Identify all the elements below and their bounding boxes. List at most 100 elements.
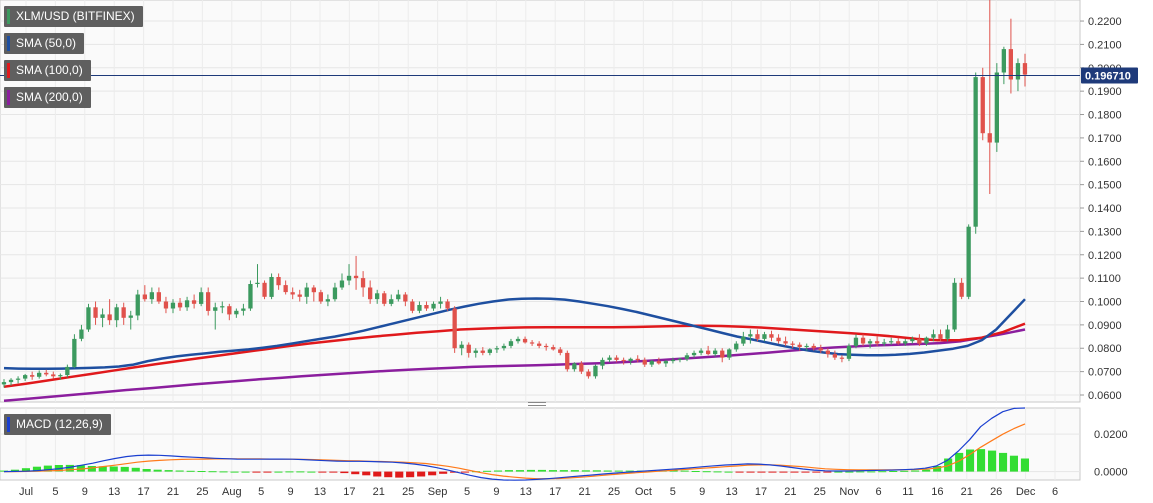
macd-histogram-bar <box>702 471 711 473</box>
macd-histogram-bar <box>537 469 546 472</box>
price-tick-label: 0.1900 <box>1088 86 1122 98</box>
macd-histogram-bar <box>680 470 689 472</box>
candle-body <box>804 345 809 348</box>
symbol-title: XLM/USD (BITFINEX) <box>16 9 135 23</box>
symbol-swatch <box>7 9 10 24</box>
candle-body <box>248 284 253 309</box>
candle-body <box>149 292 154 300</box>
candle-body <box>452 308 457 349</box>
macd-histogram-bar <box>263 471 272 473</box>
candle-body <box>283 285 288 293</box>
current-price-marker: 0.196710 <box>0 67 1138 84</box>
pane-resize-handle[interactable] <box>528 405 546 406</box>
candle-body <box>684 355 690 359</box>
price-tick-label: 0.0600 <box>1088 390 1122 402</box>
candle-body <box>945 329 950 339</box>
macd-histogram-bar <box>241 471 250 473</box>
candle-body <box>713 350 718 355</box>
date-tick-label: 17 <box>343 486 355 498</box>
price-tick-label: 0.1000 <box>1088 297 1122 309</box>
candle-body <box>706 350 711 355</box>
candle-body <box>755 334 760 339</box>
macd-histogram-bar <box>428 471 437 476</box>
macd-histogram-bar <box>614 470 623 472</box>
candle-body <box>748 334 753 337</box>
legend-macd[interactable]: MACD (12,26,9) <box>4 414 111 435</box>
candle-body <box>234 310 239 315</box>
legend-sma-200[interactable]: SMA (200,0) <box>4 87 91 108</box>
candle-body <box>23 375 28 379</box>
date-tick-label: 26 <box>990 486 1002 498</box>
candle-body <box>544 345 549 348</box>
legend-sma-50[interactable]: SMA (50,0) <box>4 33 85 54</box>
candle-body <box>1008 49 1013 80</box>
candle-body <box>51 374 56 377</box>
macd-histogram-bar <box>900 470 909 472</box>
macd-histogram-bar <box>230 471 239 473</box>
date-tick-label: 9 <box>82 486 88 498</box>
price-tick-label: 0.0900 <box>1088 320 1122 332</box>
candle-body <box>360 278 366 288</box>
macd-histogram-bar <box>164 470 173 472</box>
date-tick-label: 9 <box>699 486 705 498</box>
date-tick-label: Nov <box>839 486 859 498</box>
macd-histogram-bar <box>713 471 722 473</box>
legend-sma-100[interactable]: SMA (100,0) <box>4 60 91 81</box>
sma-100-line <box>3 322 1026 389</box>
candle-body <box>58 375 63 377</box>
price-tick-label: 0.1700 <box>1088 133 1122 145</box>
candle-body <box>649 361 654 365</box>
date-tick-label: 21 <box>578 486 590 498</box>
macd-histogram-bar <box>494 470 503 472</box>
macd-histogram-bar <box>219 471 228 473</box>
macd-histogram-bar <box>109 466 118 472</box>
macd-histogram-bar <box>395 471 404 478</box>
candle-body <box>846 345 852 359</box>
macd-tick-label: 0.0200 <box>1094 429 1128 441</box>
legend-symbol[interactable]: XLM/USD (BITFINEX) <box>4 6 143 27</box>
macd-histogram-bar <box>559 470 568 472</box>
candle-body <box>987 133 992 143</box>
candle-body <box>100 314 105 318</box>
candle-body <box>586 371 591 377</box>
candle-body <box>938 334 943 339</box>
candle-body <box>875 341 880 344</box>
price-tick-label: 0.1100 <box>1088 273 1121 285</box>
macd-histogram-bar <box>318 471 327 473</box>
macd-histogram-bar <box>10 469 19 472</box>
macd-histogram-bar <box>65 464 74 472</box>
candle-body <box>628 358 633 362</box>
date-tick-label: 21 <box>784 486 796 498</box>
date-tick-label: 21 <box>373 486 385 498</box>
candle-body <box>473 350 478 353</box>
candle-body <box>783 341 788 344</box>
candle-body <box>339 280 345 288</box>
candles <box>1 0 1028 388</box>
candle-body <box>396 294 401 300</box>
candle-body <box>438 301 443 304</box>
date-tick-label: Jul <box>19 486 33 498</box>
date-tick-label: 6 <box>1052 486 1058 498</box>
sma-50-swatch <box>7 36 10 51</box>
candle-body <box>163 301 169 309</box>
candle-body <box>494 348 499 350</box>
macd-histogram-bar <box>856 471 865 473</box>
candle-body <box>332 287 338 300</box>
sma-lines <box>3 297 1026 403</box>
macd-histogram-bar <box>735 471 744 473</box>
macd-histogram-bar <box>483 470 492 472</box>
date-tick-label: 16 <box>931 486 943 498</box>
date-tick-label: 13 <box>314 486 326 498</box>
macd-histogram-bar <box>790 471 799 473</box>
macd-histogram-bar <box>32 466 41 472</box>
price-tick-label: 0.1300 <box>1088 226 1122 238</box>
candle-body <box>1022 63 1028 75</box>
macd-histogram-bar <box>768 471 777 473</box>
macd-histogram-bar <box>307 471 316 473</box>
date-tick-label: 9 <box>288 486 294 498</box>
macd-histogram-bar <box>592 470 601 472</box>
candle-body <box>93 307 98 318</box>
macd-line <box>3 407 1026 481</box>
pane-resize-handle[interactable] <box>528 402 546 403</box>
